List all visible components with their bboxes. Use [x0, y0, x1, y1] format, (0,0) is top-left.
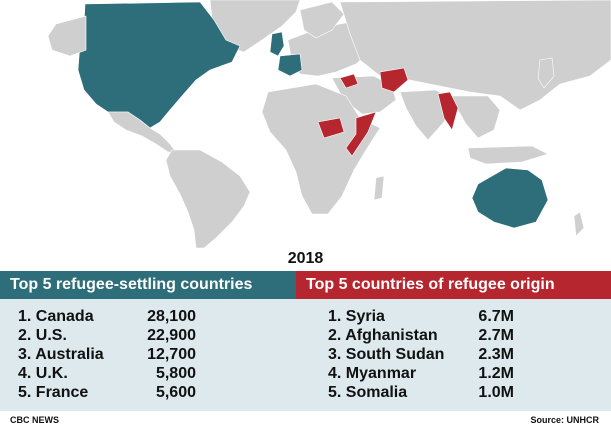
- tables-panel: 1. Canada 28,100 2. U.S. 22,900 3. Austr…: [0, 299, 611, 411]
- scandinavia-shape: [299, 1, 345, 39]
- list-item: 5. Somalia 1.0M: [328, 383, 514, 402]
- south-sudan-origin-shape: [317, 117, 345, 139]
- year-label: 2018: [287, 250, 324, 267]
- country-name: 2. U.S.: [18, 327, 67, 344]
- syria-origin-shape: [339, 73, 359, 89]
- japan-shape: [537, 57, 555, 89]
- cbc-news-credit: CBC NEWS: [10, 415, 59, 425]
- world-map: [47, 0, 611, 248]
- settling-countries-list: 1. Canada 28,100 2. U.S. 22,900 3. Austr…: [18, 307, 196, 402]
- france-settling-shape: [277, 53, 303, 77]
- origin-countries-list: 1. Syria 6.7M 2. Afghanistan 2.7M 3. Sou…: [328, 307, 514, 402]
- alaska-shape: [47, 15, 87, 57]
- refugee-count: 6.7M: [478, 308, 514, 325]
- refugee-count: 28,100: [147, 308, 196, 325]
- refugee-count: 5,800: [155, 365, 196, 382]
- origin-countries-header: Top 5 countries of refugee origin: [296, 271, 611, 299]
- list-item: 4. U.K. 5,800: [18, 364, 196, 383]
- refugee-count: 2.3M: [478, 346, 514, 363]
- afghanistan-origin-shape: [379, 67, 409, 93]
- new-zealand-shape: [573, 211, 585, 237]
- africa-shape: [261, 83, 381, 215]
- north-america-settling-shape: [77, 1, 241, 129]
- country-name: 5. Somalia: [328, 384, 408, 401]
- list-item: 5. France 5,600: [18, 383, 196, 402]
- refugee-count: 2.7M: [478, 327, 514, 344]
- australia-settling-shape: [471, 167, 549, 229]
- refugee-count: 1.2M: [478, 365, 514, 382]
- country-name: 1. Canada: [18, 308, 94, 325]
- list-item: 2. U.S. 22,900: [18, 326, 196, 345]
- southeast-asia-shape: [451, 95, 501, 139]
- refugee-count: 22,900: [147, 327, 196, 344]
- refugee-count: 5,600: [155, 384, 196, 401]
- settling-countries-header: Top 5 refugee-settling countries: [0, 271, 296, 299]
- country-name: 3. Australia: [18, 346, 104, 363]
- country-name: 5. France: [18, 384, 89, 401]
- somalia-origin-shape: [345, 111, 377, 157]
- south-america-shape: [165, 149, 251, 248]
- refugee-count: 12,700: [147, 346, 196, 363]
- list-item: 3. South Sudan 2.3M: [328, 345, 514, 364]
- india-shape: [399, 89, 453, 141]
- source-credit: Source: UNHCR: [530, 415, 599, 425]
- list-item: 4. Myanmar 1.2M: [328, 364, 514, 383]
- myanmar-origin-shape: [437, 91, 459, 131]
- country-name: 1. Syria: [328, 308, 385, 325]
- list-item: 3. Australia 12,700: [18, 345, 196, 364]
- country-name: 3. South Sudan: [328, 346, 445, 363]
- list-item: 2. Afghanistan 2.7M: [328, 326, 514, 345]
- refugee-count: 1.0M: [478, 384, 514, 401]
- country-name: 4. U.K.: [18, 365, 68, 382]
- list-item: 1. Canada 28,100: [18, 307, 196, 326]
- country-name: 2. Afghanistan: [328, 327, 438, 344]
- madagascar-shape: [373, 175, 385, 201]
- indonesia-shape: [467, 145, 549, 165]
- list-item: 1. Syria 6.7M: [328, 307, 514, 326]
- uk-settling-shape: [269, 31, 285, 57]
- country-name: 4. Myanmar: [328, 365, 417, 382]
